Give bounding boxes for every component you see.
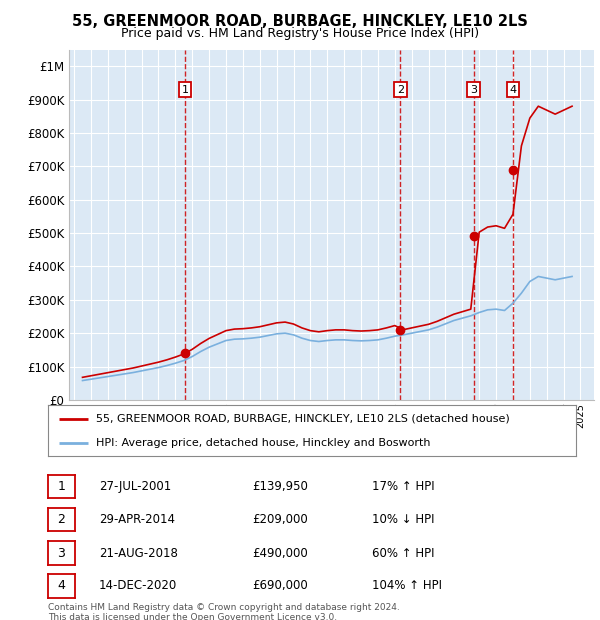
Text: 3: 3 xyxy=(58,547,65,559)
Text: 1: 1 xyxy=(182,85,188,95)
Text: HPI: Average price, detached house, Hinckley and Bosworth: HPI: Average price, detached house, Hinc… xyxy=(95,438,430,448)
Text: 29-APR-2014: 29-APR-2014 xyxy=(99,513,175,526)
Text: 3: 3 xyxy=(470,85,477,95)
Text: 104% ↑ HPI: 104% ↑ HPI xyxy=(372,580,442,592)
Text: 2: 2 xyxy=(397,85,404,95)
Text: Price paid vs. HM Land Registry's House Price Index (HPI): Price paid vs. HM Land Registry's House … xyxy=(121,27,479,40)
Text: 60% ↑ HPI: 60% ↑ HPI xyxy=(372,547,434,559)
Text: £490,000: £490,000 xyxy=(252,547,308,559)
Text: 17% ↑ HPI: 17% ↑ HPI xyxy=(372,480,434,493)
Text: 4: 4 xyxy=(58,580,65,592)
Text: 1: 1 xyxy=(58,480,65,493)
Text: Contains HM Land Registry data © Crown copyright and database right 2024.
This d: Contains HM Land Registry data © Crown c… xyxy=(48,603,400,620)
Text: 55, GREENMOOR ROAD, BURBAGE, HINCKLEY, LE10 2LS: 55, GREENMOOR ROAD, BURBAGE, HINCKLEY, L… xyxy=(72,14,528,29)
Text: 10% ↓ HPI: 10% ↓ HPI xyxy=(372,513,434,526)
Text: £690,000: £690,000 xyxy=(252,580,308,592)
Text: 4: 4 xyxy=(509,85,517,95)
Text: 55, GREENMOOR ROAD, BURBAGE, HINCKLEY, LE10 2LS (detached house): 55, GREENMOOR ROAD, BURBAGE, HINCKLEY, L… xyxy=(95,414,509,423)
Text: 27-JUL-2001: 27-JUL-2001 xyxy=(99,480,171,493)
Text: £209,000: £209,000 xyxy=(252,513,308,526)
Text: £139,950: £139,950 xyxy=(252,480,308,493)
Text: 14-DEC-2020: 14-DEC-2020 xyxy=(99,580,177,592)
Text: 2: 2 xyxy=(58,513,65,526)
Text: 21-AUG-2018: 21-AUG-2018 xyxy=(99,547,178,559)
